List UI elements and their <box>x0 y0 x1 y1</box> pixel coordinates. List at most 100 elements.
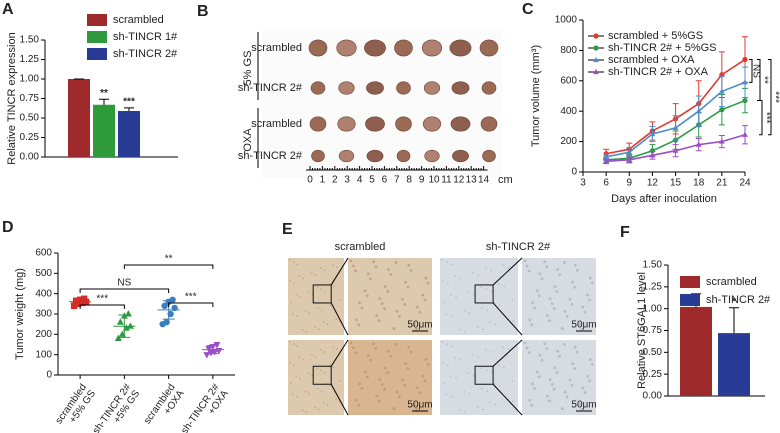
ihc-texture <box>565 395 569 399</box>
ihc-texture <box>588 276 592 280</box>
ihc-texture <box>489 269 492 272</box>
point <box>169 296 176 303</box>
ihc-texture <box>573 263 577 267</box>
scale-bar-label: 50μm <box>571 400 596 411</box>
ihc-texture <box>442 382 445 385</box>
ihc-texture <box>467 291 470 294</box>
ihc-texture <box>423 298 427 302</box>
point <box>742 56 748 63</box>
ihc-texture <box>442 301 445 304</box>
x-tick-label: 12 <box>647 178 659 189</box>
ihc-image <box>288 340 344 415</box>
ihc-texture <box>358 301 361 305</box>
point <box>70 302 78 310</box>
ihc-texture <box>412 322 416 326</box>
ihc-texture <box>292 313 295 315</box>
ihc-texture <box>355 398 358 402</box>
column-label: sh-TINCR 2# <box>486 241 551 253</box>
panel-label: C <box>522 1 534 18</box>
ihc-texture <box>472 293 475 296</box>
ihc-texture <box>380 383 384 386</box>
error-bar <box>729 307 739 334</box>
ihc-texture <box>418 391 422 395</box>
ihc-texture <box>464 411 466 414</box>
ihc-texture <box>426 281 430 285</box>
ruler-label: 1 <box>320 175 326 186</box>
ihc-texture <box>590 281 594 285</box>
ihc-texture <box>535 370 539 374</box>
ihc-texture <box>583 310 587 314</box>
ihc-texture <box>290 301 292 304</box>
x-tick-label: 18 <box>693 178 705 189</box>
ihc-texture <box>590 362 594 366</box>
ihc-texture <box>446 343 449 346</box>
ihc-texture <box>477 274 480 277</box>
ihc-texture <box>446 261 449 264</box>
ihc-texture <box>553 366 557 370</box>
ihc-texture <box>304 310 307 312</box>
ihc-texture <box>322 321 325 323</box>
ihc-texture <box>383 285 387 288</box>
zoom-line <box>492 383 523 416</box>
tumor <box>308 39 328 57</box>
sd-bar <box>206 345 219 355</box>
ihc-texture <box>477 356 480 358</box>
tumor <box>422 116 442 132</box>
ihc-texture <box>317 307 319 310</box>
significance: *** <box>760 112 771 124</box>
point <box>695 108 702 114</box>
bracket <box>123 264 214 269</box>
ihc-texture <box>445 313 448 315</box>
ihc-texture <box>409 350 413 354</box>
ihc-texture <box>307 372 310 375</box>
ihc-texture <box>415 386 419 390</box>
significance: NS <box>117 278 131 289</box>
tumor <box>394 39 413 57</box>
y-axis-label: Tumor weight (mg) <box>14 268 26 360</box>
ihc-texture <box>494 403 497 406</box>
ihc-texture <box>298 356 301 359</box>
ihc-texture <box>511 380 514 382</box>
ihc-texture <box>406 285 410 289</box>
ihc-texture <box>546 394 549 398</box>
x-axis-label: Days after inoculation <box>611 193 717 205</box>
ihc-texture <box>298 296 301 299</box>
ihc-texture <box>548 378 552 381</box>
tumor <box>421 39 443 57</box>
significance: ** <box>165 254 173 265</box>
ihc-texture <box>468 392 471 395</box>
point <box>672 124 679 130</box>
x-tick-label: 15 <box>670 178 682 189</box>
ihc-texture <box>573 345 577 349</box>
point <box>719 107 725 113</box>
ihc-texture <box>292 393 295 396</box>
ihc-texture <box>550 383 554 386</box>
zoom-box <box>312 284 332 304</box>
zoom-line <box>492 257 523 286</box>
y-tick-label: 0.75 <box>20 93 40 104</box>
point <box>72 297 80 304</box>
tumor <box>482 149 496 163</box>
ihc-texture <box>295 315 298 318</box>
ihc-texture <box>319 267 322 269</box>
ihc-texture <box>298 377 301 380</box>
ihc-texture <box>530 403 534 407</box>
ihc-texture <box>401 378 404 382</box>
x-tick-label: 21 <box>716 178 728 189</box>
ihc-texture <box>332 285 335 288</box>
ihc-texture <box>540 277 544 281</box>
ihc-texture <box>588 298 591 302</box>
y-tick-label: 0.50 <box>643 347 663 358</box>
group-label: 5% GS <box>242 51 254 86</box>
ihc-texture <box>552 307 556 310</box>
ihc-texture <box>293 363 296 366</box>
point <box>672 147 679 153</box>
ihc-texture <box>468 312 471 315</box>
ihc-texture <box>588 358 592 361</box>
ihc-texture <box>317 387 319 390</box>
ihc-texture <box>578 322 582 326</box>
ihc-texture <box>458 409 461 412</box>
ihc-texture <box>421 293 425 297</box>
ihc-texture <box>360 306 364 310</box>
ihc-texture <box>463 310 466 312</box>
